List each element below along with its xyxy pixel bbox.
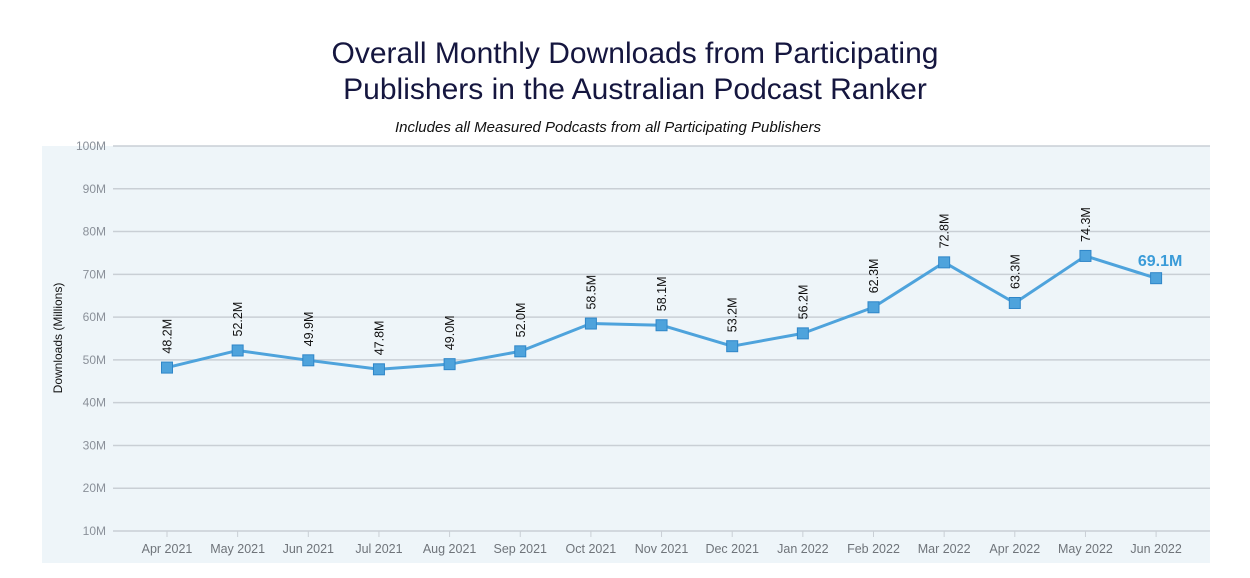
data-label-highlight: 69.1M: [1138, 253, 1182, 270]
data-label: 72.8M: [938, 214, 952, 249]
data-label: 49.0M: [443, 315, 457, 350]
data-label: 62.3M: [867, 259, 881, 294]
x-tick-label: Jul 2021: [355, 542, 402, 556]
data-label: 47.8M: [372, 321, 386, 356]
y-tick-label: 10M: [83, 524, 106, 538]
y-tick-label: 100M: [76, 139, 106, 153]
data-label: 58.1M: [655, 276, 669, 311]
chart-title: Overall Monthly Downloads from Participa…: [0, 36, 1250, 108]
y-axis-title: Downloads (Millions): [51, 283, 65, 394]
data-point-marker: [1150, 272, 1163, 285]
data-point-marker: [867, 301, 880, 314]
x-tick-label: Jun 2021: [283, 542, 334, 556]
data-label: 63.3M: [1008, 254, 1022, 289]
data-label: 52.2M: [231, 302, 245, 337]
data-point-marker: [231, 344, 244, 357]
y-tick-label: 70M: [83, 267, 106, 281]
x-tick-label: May 2021: [210, 542, 265, 556]
data-label: 74.3M: [1079, 207, 1093, 242]
data-point-marker: [514, 345, 527, 358]
x-tick-label: May 2022: [1058, 542, 1113, 556]
y-tick-label: 30M: [83, 438, 106, 452]
data-label: 58.5M: [584, 275, 598, 310]
data-point-marker: [302, 354, 315, 367]
x-tick-label: Oct 2021: [566, 542, 617, 556]
data-label: 56.2M: [796, 285, 810, 320]
data-label: 53.2M: [726, 297, 740, 332]
x-tick-label: Mar 2022: [918, 542, 971, 556]
data-point-marker: [1079, 249, 1092, 262]
y-tick-label: 50M: [83, 353, 106, 367]
data-point-marker: [726, 340, 739, 353]
x-tick-label: Feb 2022: [847, 542, 900, 556]
data-point-marker: [796, 327, 809, 340]
data-label: 52.0M: [514, 303, 528, 338]
x-tick-label: Jun 2022: [1130, 542, 1181, 556]
data-label: 49.9M: [302, 312, 316, 347]
x-tick-label: Sep 2021: [493, 542, 547, 556]
x-tick-label: Nov 2021: [635, 542, 689, 556]
data-point-marker: [938, 256, 951, 269]
y-tick-label: 80M: [83, 225, 106, 239]
chart-subtitle: Includes all Measured Podcasts from all …: [394, 119, 822, 136]
x-tick-label: Jan 2022: [777, 542, 828, 556]
data-label: 48.2M: [161, 319, 175, 354]
data-point-marker: [443, 358, 456, 371]
y-tick-label: 90M: [83, 182, 106, 196]
data-point-marker: [584, 317, 597, 330]
y-tick-label: 20M: [83, 481, 106, 495]
x-tick-label: Aug 2021: [423, 542, 477, 556]
data-point-marker: [655, 319, 668, 332]
data-point-marker: [372, 363, 385, 376]
x-tick-label: Apr 2022: [989, 542, 1040, 556]
x-tick-label: Dec 2021: [705, 542, 759, 556]
y-tick-label: 60M: [83, 310, 106, 324]
y-tick-label: 40M: [83, 396, 106, 410]
chart-title-line-2: Publishers in the Australian Podcast Ran…: [343, 73, 927, 106]
data-point-marker: [1008, 296, 1021, 309]
data-point-marker: [161, 361, 173, 374]
x-tick-label: Apr 2021: [142, 542, 193, 556]
chart-title-line-1: Overall Monthly Downloads from Participa…: [331, 37, 939, 70]
